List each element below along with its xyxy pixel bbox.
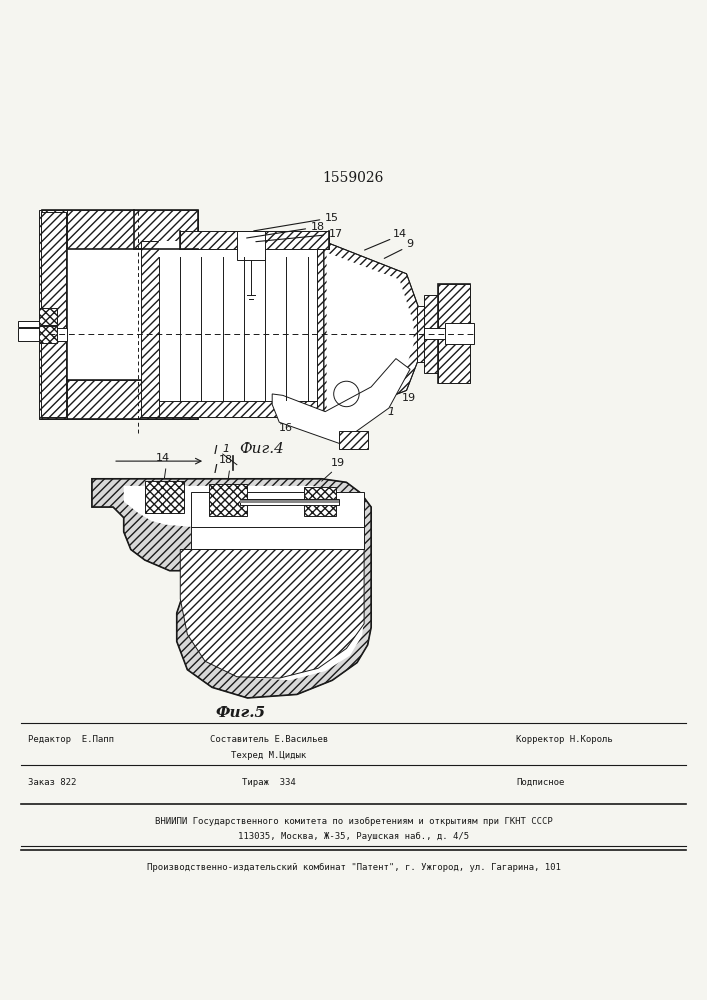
Bar [39,308,57,325]
Text: 1: 1 [223,444,230,454]
Bar [317,241,327,417]
Bar [41,212,66,417]
Text: 9: 9 [407,239,414,249]
Bar [18,328,67,341]
Bar [445,323,474,344]
Text: 1: 1 [387,407,395,417]
Text: 19: 19 [402,393,416,403]
Text: 1559026: 1559026 [323,171,384,185]
Text: 14: 14 [156,453,170,463]
Polygon shape [124,486,364,680]
Bar [209,484,247,516]
Bar [141,401,325,417]
Bar [240,499,339,505]
Polygon shape [272,359,410,443]
Text: Корректор Н.Король: Корректор Н.Король [516,735,613,744]
Bar [141,241,159,417]
Bar [159,241,317,401]
Polygon shape [180,549,364,678]
Text: 18: 18 [247,222,325,238]
Text: 14: 14 [392,229,407,239]
Text: Тираж  334: Тираж 334 [242,778,296,787]
Bar [141,241,325,256]
Bar [438,284,470,383]
Bar [42,210,198,249]
Text: Составитель Е.Васильев: Составитель Е.Васильев [209,735,328,744]
Text: ВНИИПИ Государственного комитета по изобретениям и открытиям при ГКНТ СССР: ВНИИПИ Государственного комитета по изоб… [155,817,552,826]
Bar [39,210,67,419]
Bar [191,492,364,549]
Bar [438,284,470,383]
Text: Фиг.4: Фиг.4 [239,442,284,456]
Bar [18,321,42,327]
Bar [424,295,442,373]
Text: 16: 16 [279,423,293,433]
Bar [42,380,198,419]
Text: 18: 18 [219,455,233,465]
Text: Производственно-издательский комбинат "Патент", г. Ужгород, ул. Гагарина, 101: Производственно-издательский комбинат "П… [146,863,561,872]
Text: 19: 19 [331,458,345,468]
Text: Фиг.5: Фиг.5 [216,706,265,720]
Polygon shape [324,241,424,422]
Text: I: I [214,444,218,457]
Text: Редактор  Е.Папп: Редактор Е.Папп [28,735,115,744]
Text: Техред М.Цидык: Техред М.Цидык [231,751,306,760]
Text: 17: 17 [256,229,343,242]
Bar [39,326,57,343]
Text: I: I [214,463,218,476]
Bar [339,431,368,449]
Text: 15: 15 [254,213,339,231]
Bar [417,306,449,362]
Bar [240,500,339,503]
Bar [237,231,265,260]
Polygon shape [327,253,414,412]
Polygon shape [92,479,371,698]
Bar [67,249,198,380]
Text: 113035, Москва, Ж-35, Раушская наб., д. 4/5: 113035, Москва, Ж-35, Раушская наб., д. … [238,832,469,841]
Bar [145,481,184,513]
Bar [424,328,474,339]
Bar [304,487,336,516]
Bar [180,231,329,249]
Text: Подписное: Подписное [516,778,564,787]
Text: Заказ 822: Заказ 822 [28,778,76,787]
